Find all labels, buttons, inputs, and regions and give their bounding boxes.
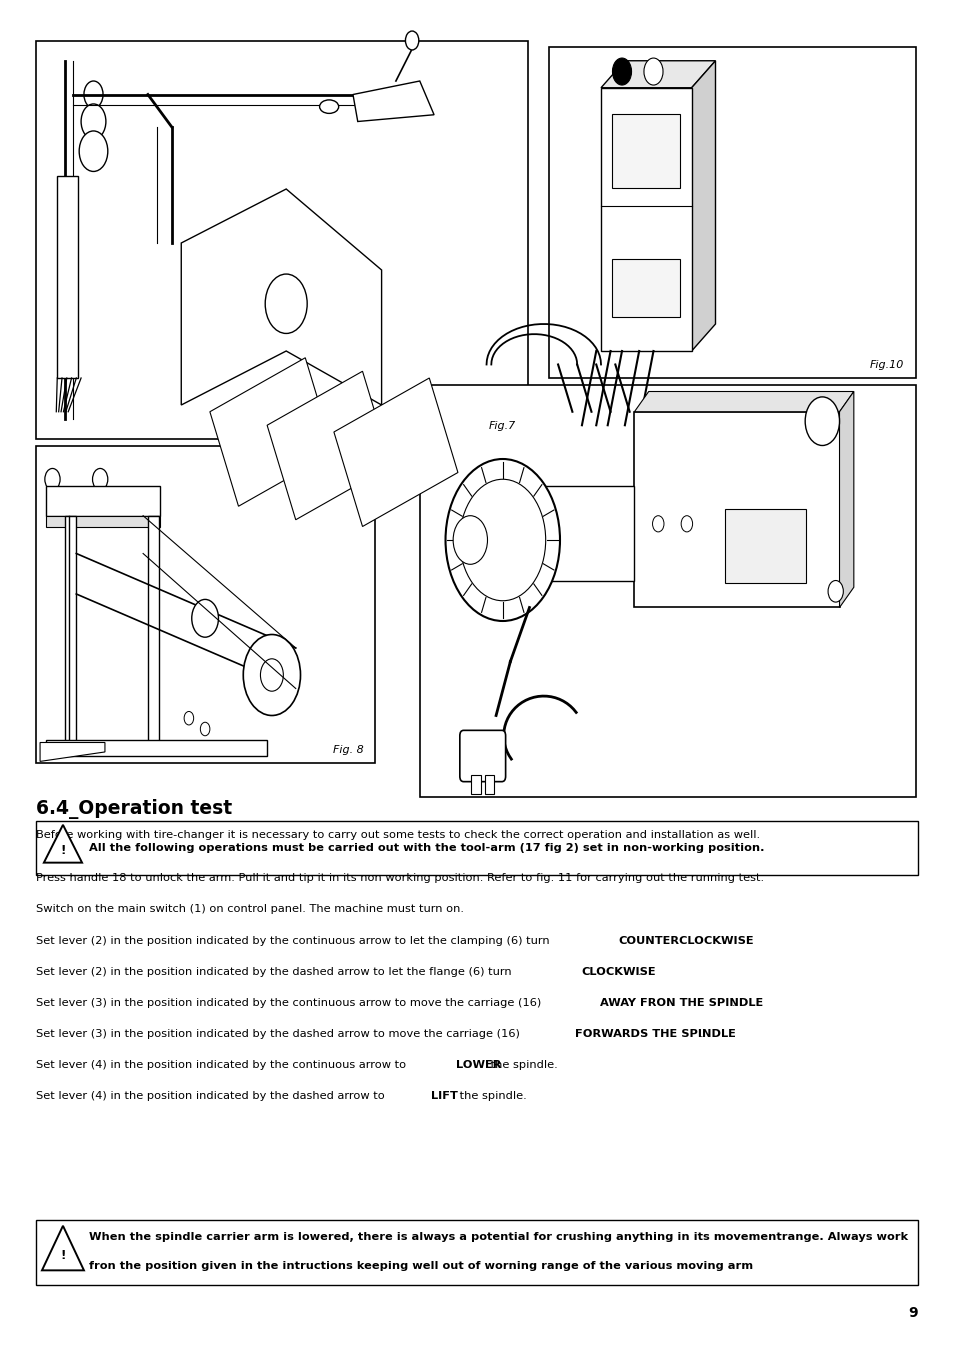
Text: CLOCKWISE: CLOCKWISE — [580, 967, 655, 976]
Text: Set lever (3) in the position indicated by the continuous arrow to move the carr: Set lever (3) in the position indicated … — [36, 998, 544, 1007]
Circle shape — [84, 81, 103, 108]
Text: Set lever (4) in the position indicated by the dashed arrow to: Set lever (4) in the position indicated … — [36, 1091, 388, 1100]
Circle shape — [405, 31, 418, 50]
Circle shape — [45, 468, 60, 490]
Circle shape — [445, 459, 559, 621]
Text: LIFT: LIFT — [431, 1091, 457, 1100]
Ellipse shape — [319, 100, 338, 113]
Text: !: ! — [60, 844, 66, 857]
FancyBboxPatch shape — [36, 40, 527, 439]
Text: 6.4_Operation test: 6.4_Operation test — [36, 799, 233, 819]
FancyBboxPatch shape — [600, 88, 691, 351]
Circle shape — [459, 479, 545, 601]
Text: COUNTERCLOCKWISE: COUNTERCLOCKWISE — [618, 936, 754, 945]
Polygon shape — [543, 486, 634, 580]
Polygon shape — [839, 392, 853, 608]
Text: 9: 9 — [907, 1307, 917, 1320]
Polygon shape — [634, 392, 853, 412]
Text: .: . — [731, 998, 735, 1007]
FancyBboxPatch shape — [724, 509, 805, 583]
Circle shape — [612, 58, 631, 85]
Polygon shape — [181, 189, 381, 405]
Text: FORWARDS THE SPINDLE: FORWARDS THE SPINDLE — [575, 1029, 735, 1038]
FancyBboxPatch shape — [36, 821, 917, 875]
Text: the spindle.: the spindle. — [487, 1060, 558, 1069]
FancyBboxPatch shape — [484, 775, 494, 794]
Text: Fig.10: Fig.10 — [869, 360, 903, 370]
Text: All the following operations must be carried out with the tool-arm (17 fig 2) se: All the following operations must be car… — [89, 842, 763, 853]
Circle shape — [453, 516, 487, 564]
FancyBboxPatch shape — [419, 385, 915, 796]
Circle shape — [79, 131, 108, 171]
Polygon shape — [210, 358, 334, 506]
Polygon shape — [65, 516, 76, 743]
Polygon shape — [600, 61, 715, 88]
Text: Set lever (4) in the position indicated by the continuous arrow to: Set lever (4) in the position indicated … — [36, 1060, 410, 1069]
Circle shape — [184, 711, 193, 725]
Polygon shape — [46, 516, 160, 526]
Text: !: ! — [60, 1249, 66, 1262]
Text: LOWER: LOWER — [456, 1060, 500, 1069]
Circle shape — [804, 397, 839, 446]
FancyBboxPatch shape — [634, 412, 839, 608]
Circle shape — [81, 104, 106, 139]
Polygon shape — [44, 825, 82, 863]
Text: Set lever (2) in the position indicated by the continuous arrow to let the clamp: Set lever (2) in the position indicated … — [36, 936, 553, 945]
Polygon shape — [267, 371, 391, 520]
Polygon shape — [353, 81, 434, 122]
Text: .: . — [719, 936, 721, 945]
Text: fron the position given in the intructions keeping well out of worning range of : fron the position given in the intructio… — [89, 1261, 752, 1272]
Text: Before working with tire-changer it is necessary to carry out some tests to chec: Before working with tire-changer it is n… — [36, 830, 760, 840]
Circle shape — [643, 58, 662, 85]
Circle shape — [827, 580, 842, 602]
FancyBboxPatch shape — [612, 259, 679, 317]
Text: Press handle 18 to unlock the arm. Pull it and tip it in its non working positio: Press handle 18 to unlock the arm. Pull … — [36, 873, 763, 883]
FancyBboxPatch shape — [46, 486, 160, 516]
FancyBboxPatch shape — [459, 730, 505, 782]
Polygon shape — [40, 743, 105, 761]
FancyBboxPatch shape — [57, 176, 78, 378]
FancyBboxPatch shape — [612, 115, 679, 188]
Text: AWAY FRON THE SPINDLE: AWAY FRON THE SPINDLE — [599, 998, 762, 1007]
Text: Switch on the main switch (1) on control panel. The machine must turn on.: Switch on the main switch (1) on control… — [36, 904, 464, 914]
Circle shape — [200, 722, 210, 736]
FancyBboxPatch shape — [471, 775, 480, 794]
FancyBboxPatch shape — [36, 446, 375, 763]
Circle shape — [652, 516, 663, 532]
Circle shape — [192, 599, 218, 637]
Polygon shape — [148, 516, 159, 743]
Text: .: . — [637, 967, 640, 976]
Text: Set lever (2) in the position indicated by the dashed arrow to let the flange (6: Set lever (2) in the position indicated … — [36, 967, 515, 976]
Text: .: . — [700, 1029, 703, 1038]
Text: Set lever (3) in the position indicated by the dashed arrow to move the carriage: Set lever (3) in the position indicated … — [36, 1029, 523, 1038]
FancyBboxPatch shape — [36, 1220, 917, 1285]
Circle shape — [92, 468, 108, 490]
Circle shape — [260, 659, 283, 691]
Polygon shape — [46, 740, 267, 756]
Text: the spindle.: the spindle. — [456, 1091, 526, 1100]
Text: Fig. 8: Fig. 8 — [333, 745, 363, 755]
Polygon shape — [42, 1226, 84, 1270]
FancyBboxPatch shape — [548, 47, 915, 378]
Circle shape — [243, 634, 300, 716]
Polygon shape — [334, 378, 457, 526]
Polygon shape — [691, 61, 715, 351]
Circle shape — [265, 274, 307, 333]
Text: Fig.7: Fig.7 — [488, 421, 516, 431]
Circle shape — [680, 516, 692, 532]
Text: When the spindle carrier arm is lowered, there is always a potential for crushin: When the spindle carrier arm is lowered,… — [89, 1231, 907, 1242]
